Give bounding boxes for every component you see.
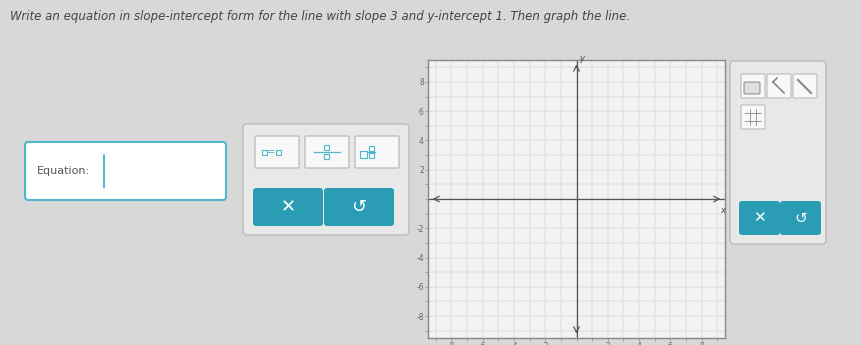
FancyBboxPatch shape <box>255 136 299 168</box>
Text: ✕: ✕ <box>280 198 295 216</box>
FancyBboxPatch shape <box>324 188 393 226</box>
Text: ↺: ↺ <box>793 210 806 226</box>
Text: ↺: ↺ <box>351 198 366 216</box>
FancyBboxPatch shape <box>738 201 779 235</box>
FancyBboxPatch shape <box>766 74 790 98</box>
Text: x: x <box>720 206 724 215</box>
FancyBboxPatch shape <box>740 74 764 98</box>
FancyBboxPatch shape <box>792 74 816 98</box>
FancyBboxPatch shape <box>740 105 764 129</box>
Text: Write an equation in slope-intercept form for the line with slope 3 and y-interc: Write an equation in slope-intercept for… <box>10 10 629 23</box>
FancyBboxPatch shape <box>743 82 759 94</box>
FancyBboxPatch shape <box>305 136 349 168</box>
FancyBboxPatch shape <box>253 188 323 226</box>
Text: y: y <box>579 54 584 63</box>
Text: Equation:: Equation: <box>37 166 90 176</box>
FancyBboxPatch shape <box>25 142 226 200</box>
FancyBboxPatch shape <box>355 136 399 168</box>
FancyBboxPatch shape <box>729 61 825 244</box>
FancyBboxPatch shape <box>779 201 820 235</box>
Text: ✕: ✕ <box>753 210 765 226</box>
FancyBboxPatch shape <box>243 124 408 235</box>
Text: =: = <box>267 147 275 157</box>
